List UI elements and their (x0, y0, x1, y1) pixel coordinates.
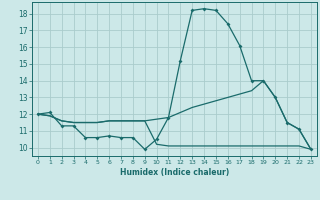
X-axis label: Humidex (Indice chaleur): Humidex (Indice chaleur) (120, 168, 229, 177)
